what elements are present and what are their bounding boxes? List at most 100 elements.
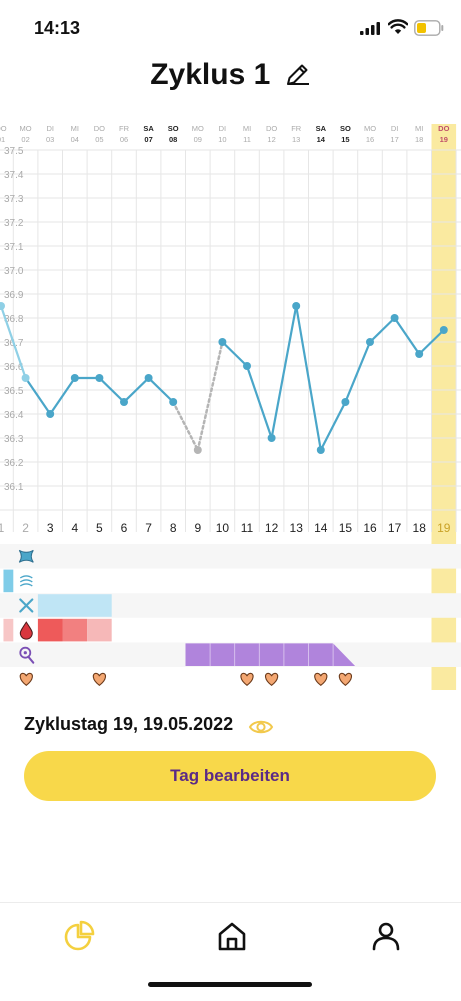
y-tick-label: 37.2: [4, 218, 24, 229]
temperature-line-segment: [147, 376, 175, 404]
heart-icon: [240, 672, 254, 686]
profile-icon[interactable]: [366, 917, 406, 957]
heart-icon: [314, 672, 328, 686]
temperature-point: [390, 314, 399, 322]
symptom-segment: [3, 618, 14, 642]
weekday-label: SO: [168, 124, 179, 133]
weekday-label: MI: [71, 124, 79, 133]
edit-day-button[interactable]: Tag bearbeiten: [24, 751, 436, 801]
home-indicator: [148, 982, 312, 987]
cycle-day-number: 4: [71, 521, 78, 535]
symptom-segment: [37, 618, 63, 642]
weekday-label: SA: [316, 124, 327, 133]
y-tick-label: 37.1: [4, 242, 24, 253]
cross-icon: [19, 598, 34, 613]
cycle-day-label: Zyklustag 19, 19.05.2022: [24, 714, 234, 734]
date-label: 19: [440, 135, 448, 144]
cycle-day-number: 12: [265, 521, 279, 535]
cervix-icon: [18, 549, 34, 563]
eye-icon[interactable]: [248, 714, 274, 740]
weekday-label: MI: [243, 124, 251, 133]
weekday-label: MO: [364, 124, 376, 133]
temperature-line-segment: [295, 304, 322, 452]
cycle-day-number: 10: [216, 521, 230, 535]
date-label: 12: [267, 135, 275, 144]
status-bar: 14:13: [0, 0, 461, 56]
cycle-day-number: 2: [22, 521, 29, 535]
date-label: 17: [390, 135, 398, 144]
symptom-segment: [185, 643, 356, 666]
y-tick-label: 36.1: [4, 482, 24, 493]
weekday-label: DI: [219, 124, 227, 133]
cycle-day-number: 3: [47, 521, 54, 535]
weekday-label: FR: [291, 124, 302, 133]
date-label: 16: [366, 135, 374, 144]
weekday-label: SO: [340, 124, 351, 133]
y-tick-label: 37.0: [4, 266, 24, 277]
symptom-segment: [3, 569, 14, 593]
y-tick-label: 36.2: [4, 458, 24, 469]
temperature-point: [0, 302, 5, 310]
temperature-line-segment: [122, 376, 150, 404]
date-label: 11: [243, 135, 251, 144]
bottom-nav: [0, 902, 461, 1001]
title-row: Zyklus 1: [0, 58, 461, 98]
temperature-point: [95, 374, 104, 382]
weekday-label: MI: [415, 124, 423, 133]
pencil-icon[interactable]: [283, 61, 311, 89]
temperature-point: [415, 350, 424, 358]
temperature-point: [169, 398, 178, 406]
ovulation-test-icon: [19, 646, 35, 664]
home-icon[interactable]: [212, 917, 252, 957]
date-label: 05: [95, 135, 103, 144]
mucus-icon: [19, 575, 33, 587]
signal-icon: [360, 22, 380, 35]
y-tick-label: 36.4: [4, 410, 24, 421]
temperature-point: [267, 434, 276, 442]
temperature-point: [46, 410, 55, 418]
temperature-point: [316, 446, 325, 454]
temperature-point: [292, 302, 301, 310]
temperature-line-segment: [319, 400, 347, 452]
cycle-day-number: 19: [437, 521, 451, 535]
temperature-line-segment: [418, 328, 445, 356]
cycle-chart-svg: DO 01 MO 02 DI 03 MI 04 DO 05 FR 06 SA 07 SO 08 MO 09 DI 10…: [0, 124, 461, 690]
blood-drop-icon: [19, 621, 33, 640]
temperature-point: [341, 398, 350, 406]
weekday-label: MO: [192, 124, 204, 133]
temperature-line-segment: [270, 304, 298, 440]
temperature-point: [144, 374, 153, 382]
y-tick-label: 37.5: [4, 146, 24, 157]
temperature-point: [193, 446, 202, 454]
cycle-day-number: 15: [339, 521, 353, 535]
cycle-day-number: 18: [413, 521, 427, 535]
symptom-segment: [62, 618, 88, 642]
weekday-label: DO: [438, 124, 449, 133]
symptom-row-bg: [0, 544, 461, 569]
symptom-segment: [37, 594, 112, 617]
cycle-day-number: 1: [0, 521, 5, 535]
y-tick-label: 36.5: [4, 386, 24, 397]
date-label: 07: [144, 135, 152, 144]
weekday-label: DI: [46, 124, 54, 133]
cycle-day-number: 5: [96, 521, 103, 535]
cycle-day-number: 16: [363, 521, 377, 535]
temperature-point: [218, 338, 227, 346]
chart-pie-icon[interactable]: [58, 917, 98, 957]
symptom-segment: [87, 618, 112, 642]
weekday-label: DO: [266, 124, 277, 133]
temperature-line-segment: [221, 340, 249, 368]
battery-icon: [414, 20, 444, 36]
heart-icon: [338, 672, 353, 686]
temperature-point: [366, 338, 374, 346]
cycle-chart[interactable]: DO 01 MO 02 DI 03 MI 04 DO 05 FR 06 SA 07 SO 08 MO 09 DI 10…: [0, 118, 461, 698]
temperature-line-segment: [393, 316, 421, 356]
weekday-label: DO: [0, 124, 7, 133]
temperature-line-segment: [196, 340, 224, 452]
weekday-label: MO: [20, 124, 32, 133]
y-tick-label: 36.6: [4, 362, 24, 373]
date-label: 14: [317, 135, 326, 144]
heart-icon: [264, 672, 279, 686]
date-label: 15: [341, 135, 349, 144]
y-tick-label: 36.9: [4, 290, 24, 301]
